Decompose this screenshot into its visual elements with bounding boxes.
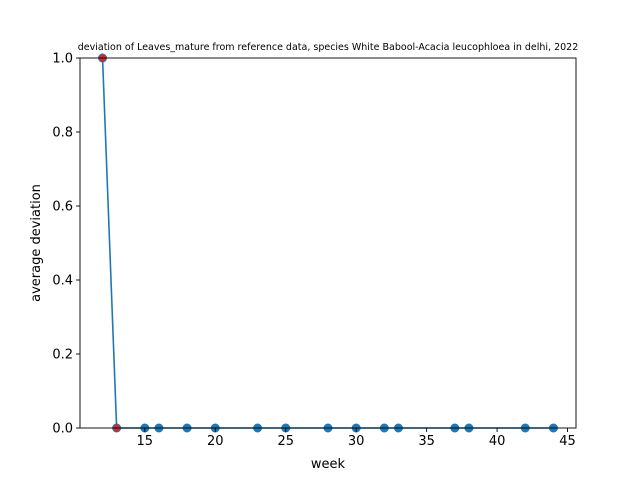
y-tick-label: 0.2	[52, 348, 73, 363]
series-line	[101, 57, 554, 429]
y-axis: 0.0 0.2 0.4 0.6 0.8 1.0	[52, 52, 80, 437]
x-tick-label: 25	[277, 434, 294, 449]
x-tick-label: 45	[559, 434, 576, 449]
y-tick-label: 0.6	[52, 200, 73, 215]
axes-frame	[79, 57, 577, 429]
y-tick-label: 0.0	[52, 422, 73, 437]
y-tick-label: 1.0	[52, 52, 73, 67]
x-tick-label: 35	[418, 434, 435, 449]
y-tick-label: 0.4	[52, 274, 73, 289]
chart-title: deviation of Leaves_mature from referenc…	[78, 42, 579, 53]
x-tick-label: 30	[348, 434, 365, 449]
x-tick-label: 15	[137, 434, 154, 449]
x-tick-label: 20	[207, 434, 224, 449]
y-tick-label: 0.8	[52, 126, 73, 141]
x-axis-label: week	[311, 457, 346, 472]
x-axis: 15 20 25 30 35 40 45	[137, 428, 576, 449]
x-tick-label: 40	[489, 434, 506, 449]
y-axis-label: average deviation	[29, 184, 44, 302]
plot-area	[98, 53, 558, 433]
